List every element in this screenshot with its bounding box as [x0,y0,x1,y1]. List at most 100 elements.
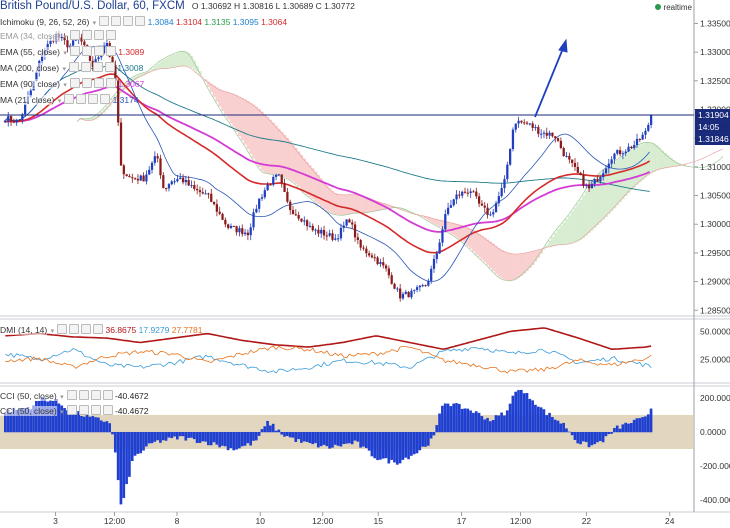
cci-bar [159,431,162,443]
cci-bar [226,431,230,451]
legend-menu-arrow-icon[interactable]: ▾ [60,394,64,401]
ichimoku-cloud-segment [277,128,281,176]
legend-menu-arrow-icon[interactable]: ▾ [60,409,64,416]
legend-cci-2[interactable]: CCI (50, close) ▾ -40.4672 [0,405,149,419]
ichimoku-cloud-segment [336,194,340,216]
legend-eye-icon[interactable] [69,78,80,88]
legend-close-icon[interactable] [100,94,111,104]
legend-settings-icon[interactable] [78,390,89,400]
legend-eye-icon[interactable] [64,94,75,104]
cci-bar [604,431,608,437]
legend-ma21[interactable]: MA (21, close) ▾ 1.3174 [0,94,139,108]
legend-ichimoku-label: Ichimoku (9, 26, 52, 26) [0,17,90,27]
legend-add-icon[interactable] [81,324,92,334]
legend-eye-icon[interactable] [69,30,80,40]
candle-body-down [331,233,334,240]
cci-bar [102,421,106,433]
candle-body-up [29,90,32,97]
legend-add-icon[interactable] [90,390,101,400]
legend-add-icon[interactable] [88,94,99,104]
legend-settings-icon[interactable] [78,405,89,415]
price-label-time: 14:05 [698,122,720,132]
legend-close-icon[interactable] [102,390,113,400]
candle-body-up [644,130,647,135]
legend-eye-icon[interactable] [68,62,79,72]
ichimoku-cloud-segment [438,219,442,227]
cci-bar [277,429,281,433]
legend-close-icon[interactable] [104,62,115,72]
legend-close-icon[interactable] [105,30,116,40]
legend-settings-icon[interactable] [81,30,92,40]
candle-body-down [63,37,66,41]
ichimoku-cloud-segment [91,117,95,121]
cci-bar [457,403,461,433]
legend-menu-arrow-icon[interactable]: ▾ [63,50,67,57]
cci-bar [449,406,453,433]
legend-menu-arrow-icon[interactable]: ▾ [50,328,55,335]
legend-add-icon[interactable] [90,405,101,415]
legend-settings-icon[interactable] [80,62,91,72]
ichimoku-value-1: 1.3084 [147,17,174,27]
legend-close-icon[interactable] [105,46,116,56]
legend-eye-icon[interactable] [57,324,68,334]
candle-body-up [263,190,266,198]
legend-ema34[interactable]: EMA (34, close) ▾ [0,30,116,44]
legend-settings-icon[interactable] [81,46,92,56]
legend-cci-1[interactable]: CCI (50, close) ▾ -40.4672 [0,390,149,404]
legend-menu-arrow-icon[interactable]: ▾ [62,66,66,73]
legend-add-icon[interactable] [93,30,104,40]
legend-menu-arrow-icon[interactable]: ▾ [57,98,62,105]
candle-body-down [475,191,478,197]
legend-eye-icon[interactable] [66,405,77,415]
ichimoku-cloud-segment [669,157,673,168]
ichimoku-cloud-segment [184,51,188,67]
legend-close-icon[interactable] [105,78,116,88]
legend-menu-arrow-icon[interactable]: ▾ [92,20,97,27]
legend-menu-arrow-icon[interactable]: ▾ [63,34,67,41]
legend-add-icon[interactable] [92,62,103,72]
price-axis-label: 1.33000 [700,47,730,57]
cci-bar [192,431,196,440]
candle-body-down [125,174,128,176]
ichimoku-cloud-segment [520,253,524,276]
legend-settings-icon[interactable] [69,324,80,334]
legend-add-icon[interactable] [93,46,104,56]
legend-settings-icon[interactable] [76,94,87,104]
legend-add-icon[interactable] [123,16,134,26]
candle-body-down [551,132,554,137]
legend-dmi[interactable]: DMI (14, 14) ▾ 36.8675 17.9279 27.7781 [0,324,202,338]
legend-ma200[interactable]: MA (200, close) ▾ 1.3008 [0,62,143,76]
candle-body-down [18,119,21,121]
dmi-axis-label: 50.0000 [700,326,730,336]
cci-axis-label: 0.0000 [700,427,726,437]
ichimoku-cloud-segment [192,60,197,71]
legend-eye-icon[interactable] [69,46,80,56]
ichimoku-cloud-segment [466,227,470,247]
candle-body-down [356,237,359,240]
ichimoku-cloud-segment [235,95,239,132]
legend-ichimoku[interactable]: Ichimoku (9, 26, 52, 26) ▾ 1.3084 1.3104… [0,16,287,30]
legend-add-icon[interactable] [93,78,104,88]
candle-body-up [328,233,331,236]
legend-settings-icon[interactable] [111,16,122,26]
legend-close-icon[interactable] [102,405,113,415]
legend-settings-icon[interactable] [81,78,92,88]
ichimoku-cloud-segment [627,152,631,193]
legend-menu-arrow-icon[interactable]: ▾ [63,82,67,89]
ema90-value: 1.3067 [118,79,145,89]
legend-eye-icon[interactable] [66,390,77,400]
legend-close-icon[interactable] [135,16,146,26]
legend-eye-icon[interactable] [99,16,110,26]
cci-bar [579,431,582,445]
ichimoku-cloud-segment [209,83,213,93]
cci-bar [184,431,188,441]
cci-axis-label: 200.0000 [700,393,730,403]
candle-body-down [142,175,145,182]
ichimoku-cloud-segment [675,161,679,167]
cci-bar [333,431,337,445]
legend-ema55[interactable]: EMA (55, close) ▾ 1.3089 [0,46,144,60]
candle-body-down [159,158,162,176]
ichimoku-cloud-segment [136,74,140,79]
legend-close-icon[interactable] [93,324,104,334]
legend-ema90[interactable]: EMA (90, close) ▾ 1.3067 [0,78,144,92]
